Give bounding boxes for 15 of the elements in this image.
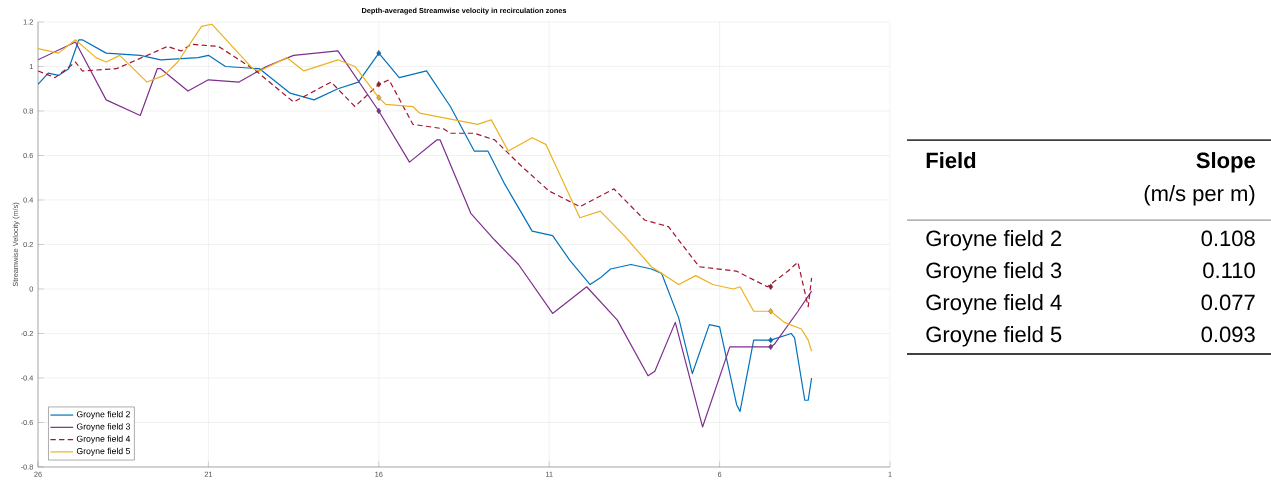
legend-label: Groyne field 3 [76, 423, 130, 432]
text: 0.077 [1201, 294, 1255, 311]
category-label: Groyne field 5 [926, 326, 1062, 347]
category-label: Groyne field 2 [926, 230, 1062, 251]
text: Field [926, 152, 976, 169]
text: 0.110 [1203, 262, 1255, 279]
category-label: Groyne field 4 [926, 294, 1062, 315]
text: (m/s per m) [1144, 185, 1255, 206]
text: 0.108 [1201, 230, 1255, 247]
legend-label: Groyne field 5 [76, 447, 131, 456]
text: 0.093 [1201, 326, 1255, 343]
category-label: Groyne field 3 [926, 262, 1062, 283]
text: Slope [1196, 152, 1255, 173]
legend-label: Groyne field 2 [76, 410, 130, 419]
legend-label: Groyne field 4 [76, 435, 131, 444]
